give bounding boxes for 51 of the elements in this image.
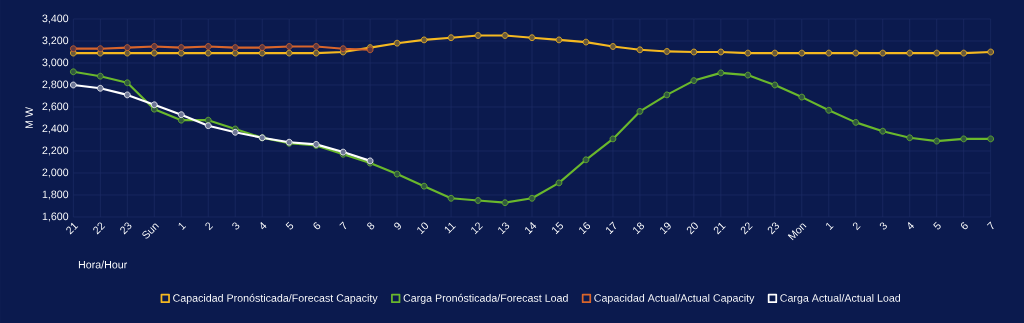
x-tick-label: 21 [66, 222, 79, 235]
legend-label: Capacidad Actual/Actual Capacity [594, 293, 755, 304]
x-tick-label: 14 [525, 222, 537, 235]
x-tick-label: 18 [633, 222, 645, 235]
x-tick-label: 4 [260, 222, 267, 230]
y-tick-label: 2,200 [42, 146, 69, 156]
legend-label: Carga Pronósticada/Forecast Load [403, 293, 568, 304]
x-tick-label: 3 [232, 222, 240, 230]
x-tick-label: 20 [686, 222, 698, 235]
y-tick-label: 2,600 [42, 102, 69, 112]
x-tick-label: 13 [498, 222, 510, 235]
x-tick-label: 11 [444, 222, 456, 234]
y-tick-label: 3,000 [42, 58, 69, 68]
y-tick-label: 1,600 [42, 212, 69, 222]
x-tick-label: 1 [826, 222, 834, 230]
y-tick-label: 1,800 [42, 190, 69, 200]
x-tick-label: 6 [313, 222, 321, 230]
x-tick-label: 22 [740, 222, 753, 235]
legend-label: Capacidad Pronósticada/Forecast Capacity [173, 293, 378, 304]
x-tick-label: 2 [852, 222, 861, 231]
x-tick-label: Sun [142, 223, 160, 239]
x-tick-label: 6 [961, 222, 968, 230]
x-tick-label: 12 [471, 222, 483, 235]
x-tick-label: Mon [787, 223, 807, 241]
x-tick-label: 7 [986, 221, 994, 230]
legend-label: Carga Actual/Actual Load [780, 293, 901, 304]
y-tick-label: 2,000 [42, 168, 69, 178]
x-tick-label: 23 [767, 222, 779, 235]
y-axis-title: M W [25, 107, 33, 129]
x-tick-label: 1 [178, 222, 187, 230]
y-tick-label: 3,400 [42, 14, 69, 24]
x-tick-label: 16 [579, 222, 591, 235]
x-tick-label: 4 [908, 222, 914, 230]
x-tick-label: 2 [205, 222, 214, 231]
x-axis-title: Hora/Hour [78, 260, 128, 269]
x-tick-label: 5 [933, 221, 941, 230]
x-tick-label: 15 [552, 221, 563, 235]
x-tick-label: 21 [713, 222, 726, 235]
x-tick-label: 7 [339, 221, 347, 230]
x-tick-label: 23 [120, 222, 132, 235]
x-tick-label: 3 [879, 222, 887, 230]
y-tick-label: 2,400 [42, 124, 69, 134]
x-tick-label: 10 [417, 222, 429, 235]
x-tick-label: 5 [285, 221, 294, 230]
y-tick-label: 2,800 [42, 80, 69, 90]
x-tick-label: 19 [660, 222, 671, 235]
x-tick-label: 8 [367, 222, 375, 230]
x-tick-label: 9 [394, 222, 401, 230]
y-tick-label: 3,200 [42, 36, 69, 46]
x-tick-label: 22 [93, 222, 106, 235]
x-tick-label: 17 [606, 221, 616, 235]
